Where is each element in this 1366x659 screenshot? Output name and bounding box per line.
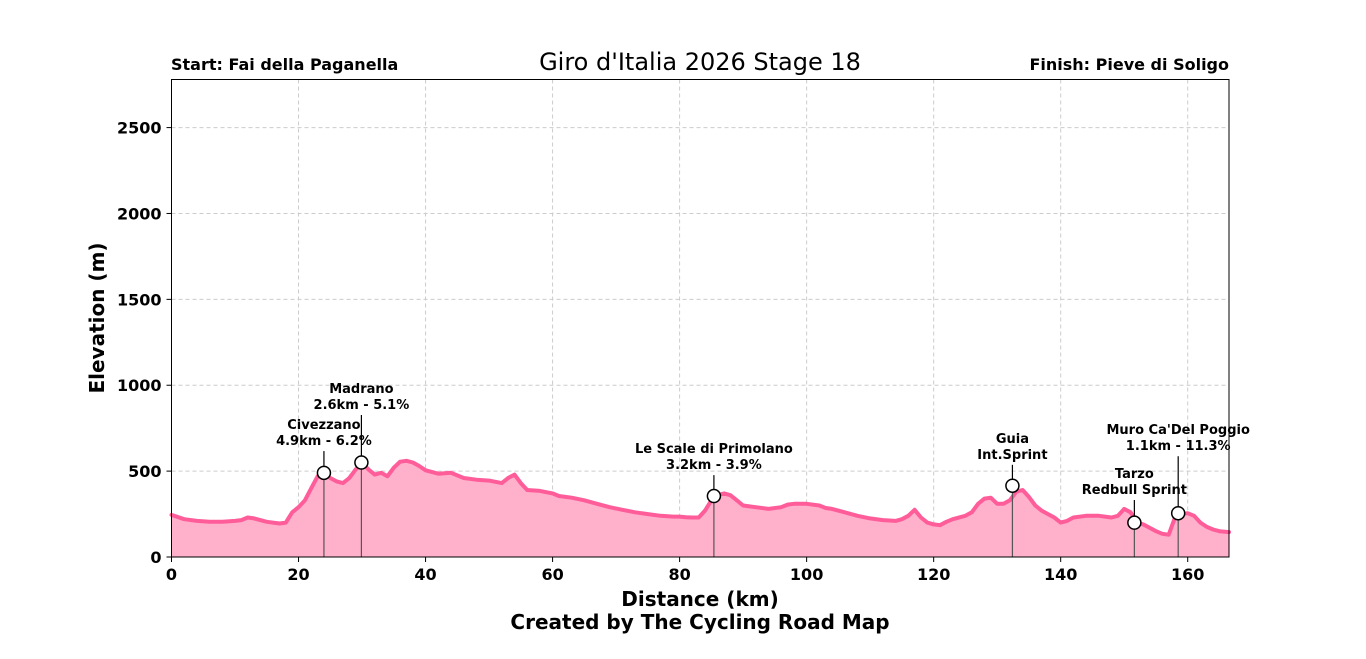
y-tick-label: 500 bbox=[128, 462, 161, 481]
axis-layer: 0 20 40 60 80 100 120 140 160 0 500 1000 1500 2000 250… bbox=[117, 119, 1204, 584]
elevation-line bbox=[169, 458, 1231, 537]
x-tick-label: 60 bbox=[541, 565, 563, 584]
x-tick-label: 100 bbox=[790, 565, 823, 584]
x-tick-label: 120 bbox=[917, 565, 950, 584]
x-tick-label: 40 bbox=[414, 565, 436, 584]
climb-marker-label: Int.Sprint bbox=[977, 448, 1047, 463]
climb-marker-label: Guia bbox=[996, 432, 1029, 447]
x-tick-label: 80 bbox=[668, 565, 690, 584]
climb-marker-label: Civezzano bbox=[287, 418, 360, 433]
y-tick-label: 1500 bbox=[117, 290, 162, 309]
y-tick-label: 0 bbox=[150, 548, 161, 567]
climb-marker-label: 2.6km - 5.1% bbox=[314, 398, 410, 413]
elevation-area-fill bbox=[171, 460, 1229, 557]
x-tick-label: 160 bbox=[1171, 565, 1204, 584]
climb-marker-label: 4.9km - 6.2% bbox=[276, 434, 372, 449]
climb-marker-label: Tarzo bbox=[1115, 467, 1154, 482]
plot-frame bbox=[171, 79, 1230, 558]
finish-label: Finish: Pieve di Soligo bbox=[1029, 55, 1229, 74]
climb-marker-label: Muro Ca'Del Poggio bbox=[1106, 423, 1249, 438]
y-tick-label: 1000 bbox=[117, 376, 162, 395]
climb-marker-point bbox=[354, 455, 369, 470]
climb-marker-point bbox=[316, 465, 332, 481]
climb-marker-point bbox=[706, 488, 722, 504]
x-axis-label: Distance (km) bbox=[621, 587, 778, 611]
climb-marker-label: 3.2km - 3.9% bbox=[666, 458, 762, 473]
start-label: Start: Fai della Paganella bbox=[171, 55, 398, 74]
x-tick-label: 140 bbox=[1044, 565, 1077, 584]
grid-layer bbox=[171, 79, 1229, 557]
y-tick-label: 2000 bbox=[117, 204, 162, 223]
climb-marker-point bbox=[1005, 478, 1020, 493]
climb-marker-label: Redbull Sprint bbox=[1082, 483, 1187, 498]
climb-marker-point bbox=[1170, 505, 1186, 521]
credit-label: Created by The Cycling Road Map bbox=[510, 610, 889, 634]
climb-marker-point bbox=[1127, 515, 1142, 530]
y-axis-label: Elevation (m) bbox=[85, 242, 109, 393]
x-tick-label: 20 bbox=[287, 565, 309, 584]
chart-title: Giro d'Italia 2026 Stage 18 bbox=[539, 48, 861, 76]
climb-marker-label: Le Scale di Primolano bbox=[635, 442, 793, 457]
climb-marker-label: 1.1km - 11.3% bbox=[1126, 439, 1231, 454]
x-tick-label: 0 bbox=[166, 565, 177, 584]
area-layer bbox=[169, 458, 1231, 557]
climb-marker-label: Madrano bbox=[329, 382, 393, 397]
y-tick-label: 2500 bbox=[117, 119, 162, 138]
